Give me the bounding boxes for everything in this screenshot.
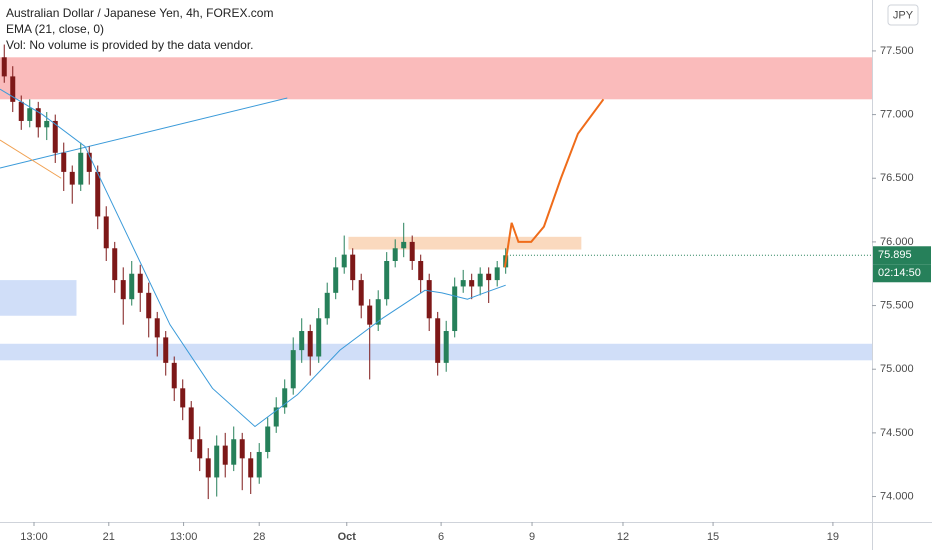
candle-body bbox=[44, 120, 50, 128]
y-tick-label: 77.000 bbox=[880, 108, 914, 120]
candle-body bbox=[409, 241, 415, 261]
candle-body bbox=[103, 216, 109, 249]
currency[interactable]: JPY bbox=[893, 9, 914, 21]
candle-body bbox=[273, 407, 279, 427]
candle-body bbox=[256, 451, 262, 478]
candle-body bbox=[137, 273, 143, 293]
candle-body bbox=[358, 280, 364, 306]
candle-body bbox=[307, 331, 313, 357]
candle-body bbox=[469, 280, 475, 287]
x-tick-label: 15 bbox=[707, 531, 719, 543]
candle-body bbox=[375, 299, 381, 325]
candle-body bbox=[112, 248, 118, 281]
candle-body bbox=[350, 254, 356, 281]
candle-body bbox=[146, 292, 152, 319]
x-tick-label: 12 bbox=[617, 531, 629, 543]
candle-body bbox=[27, 108, 33, 121]
y-tick-label: 74.000 bbox=[880, 490, 914, 502]
currency-button[interactable] bbox=[887, 4, 919, 26]
candle-body bbox=[231, 439, 237, 465]
trendline bbox=[0, 97, 288, 169]
x-tick-label: 13:00 bbox=[20, 531, 48, 543]
projection-line bbox=[503, 98, 605, 268]
candle-body bbox=[129, 273, 135, 300]
candle-body bbox=[426, 280, 432, 319]
ema-line bbox=[0, 88, 506, 428]
candle-body bbox=[154, 318, 160, 338]
x-tick-label: 13:00 bbox=[170, 531, 198, 543]
candle-body bbox=[477, 273, 483, 287]
candle-body bbox=[248, 458, 254, 478]
candle-body bbox=[10, 76, 16, 102]
candle-body bbox=[52, 120, 58, 153]
candle-body bbox=[367, 305, 373, 325]
y-tick-label: 77.500 bbox=[880, 45, 914, 57]
candle-body bbox=[1, 57, 7, 77]
x-tick-label: 19 bbox=[827, 531, 839, 543]
candle-body bbox=[299, 331, 305, 351]
candle-body bbox=[214, 445, 220, 478]
candle-body bbox=[69, 171, 75, 185]
y-tick-label: 74.500 bbox=[880, 427, 914, 439]
candle-body bbox=[435, 318, 441, 363]
candle-body bbox=[61, 152, 67, 172]
candle-body bbox=[384, 261, 390, 300]
x-tick-label: 6 bbox=[438, 531, 444, 543]
x-tick-label: 21 bbox=[103, 531, 115, 543]
zone bbox=[0, 280, 77, 316]
candle-body bbox=[452, 286, 458, 332]
candle-body bbox=[35, 108, 41, 128]
candle-body bbox=[205, 458, 211, 478]
candle-body bbox=[392, 248, 398, 261]
candle-body bbox=[460, 280, 466, 287]
zone bbox=[0, 57, 872, 100]
candle-body bbox=[324, 292, 330, 319]
candle-body bbox=[188, 407, 194, 440]
candle-body bbox=[180, 388, 186, 408]
candle-body bbox=[316, 318, 322, 357]
countdown-box bbox=[873, 264, 931, 283]
candle-body bbox=[494, 267, 500, 281]
candle-body bbox=[486, 273, 492, 281]
candle-body bbox=[120, 280, 126, 300]
candle-body bbox=[290, 350, 296, 389]
candle-body bbox=[78, 152, 84, 185]
symbol-title: Australian Dollar / Japanese Yen, 4h, FO… bbox=[6, 6, 273, 20]
zone bbox=[348, 236, 582, 250]
candle-body bbox=[86, 152, 92, 172]
x-tick-label: Oct bbox=[338, 531, 357, 543]
candle-body bbox=[401, 241, 407, 249]
candle-body bbox=[163, 337, 169, 363]
candle-body bbox=[171, 362, 177, 389]
x-tick-label: 9 bbox=[529, 531, 535, 543]
candle-body bbox=[341, 254, 347, 268]
candle-body bbox=[443, 331, 449, 363]
last-price-box bbox=[873, 246, 931, 265]
candle-body bbox=[333, 267, 339, 293]
candle-body bbox=[239, 439, 245, 459]
last-price-label: 75.895 bbox=[878, 249, 912, 261]
candle-body bbox=[265, 426, 271, 452]
candle-body bbox=[197, 439, 203, 459]
y-tick-label: 76.000 bbox=[880, 236, 914, 248]
y-tick-label: 75.500 bbox=[880, 299, 914, 311]
indicator-title: EMA (21, close, 0) bbox=[6, 22, 104, 36]
candle-body bbox=[18, 101, 24, 121]
candle-body bbox=[282, 388, 288, 408]
candle-body bbox=[222, 445, 228, 465]
volume-note: Vol: No volume is provided by the data v… bbox=[6, 38, 253, 52]
trendline bbox=[0, 139, 62, 179]
countdown: 02:14:50 bbox=[878, 267, 921, 279]
candle-body bbox=[95, 171, 101, 217]
x-tick-label: 28 bbox=[253, 531, 265, 543]
y-tick-label: 75.000 bbox=[880, 363, 914, 375]
y-tick-label: 76.500 bbox=[880, 172, 914, 184]
candle-body bbox=[418, 261, 424, 281]
